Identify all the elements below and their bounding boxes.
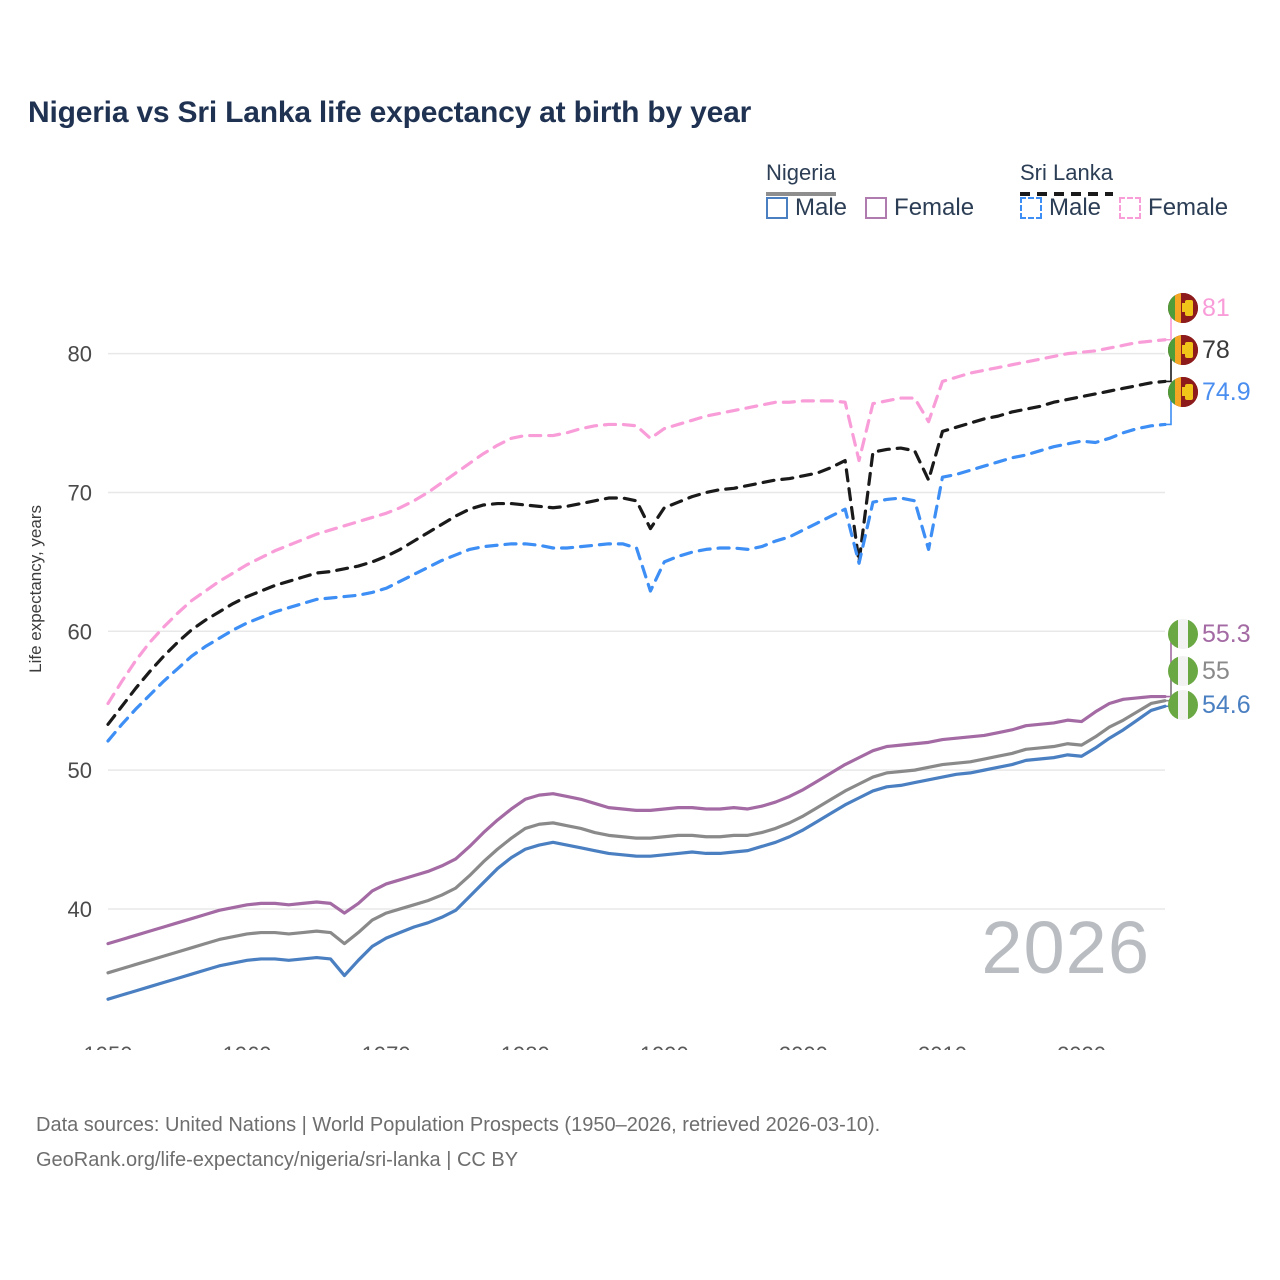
series-line	[106, 699, 1167, 975]
legend-item-sri-lanka-female[interactable]: Female	[1119, 194, 1228, 222]
svg-text:40: 40	[68, 897, 92, 922]
svg-text:1980: 1980	[501, 1042, 550, 1050]
legend-label-nigeria-male: Male	[795, 194, 848, 221]
legend-label-sri-lanka-female: Female	[1148, 194, 1229, 221]
footer-line-sources: Data sources: United Nations | World Pop…	[36, 1114, 881, 1136]
legend-item-nigeria-male[interactable]: Male	[766, 194, 847, 222]
sri-lanka-flag-icon	[1168, 335, 1198, 365]
svg-text:70: 70	[68, 480, 92, 505]
series-end-value: 55	[1202, 656, 1230, 685]
legend-item-sri-lanka-male[interactable]: Male	[1020, 194, 1101, 222]
series-line	[106, 704, 1167, 1001]
legend-label-nigeria-female: Female	[894, 194, 975, 221]
series-end-label: 74.9	[1168, 377, 1251, 407]
legend-country-sri-lanka: Sri Lanka	[1020, 160, 1113, 185]
legend-swatch-icon-nigeria-male	[766, 197, 788, 219]
series-end-value: 54.6	[1202, 690, 1251, 719]
svg-text:2010: 2010	[918, 1042, 967, 1050]
series-end-label: 55.3	[1168, 619, 1251, 649]
series-end-value: 74.9	[1202, 377, 1251, 406]
nigeria-flag-icon	[1168, 690, 1198, 720]
series-line	[106, 422, 1167, 743]
nigeria-flag-icon	[1168, 619, 1198, 649]
series-end-label: 54.6	[1168, 690, 1251, 720]
sri-lanka-flag-icon	[1168, 377, 1198, 407]
svg-text:2020: 2020	[1057, 1042, 1106, 1050]
series-end-value: 78	[1202, 335, 1230, 364]
svg-text:1990: 1990	[640, 1042, 689, 1050]
legend-country-nigeria: Nigeria	[766, 160, 836, 185]
legend-rule-sri-lanka	[1020, 192, 1113, 196]
svg-text:1960: 1960	[223, 1042, 272, 1050]
chart-footer: Data sources: United Nations | World Pop…	[36, 1108, 1236, 1178]
series-end-label: 78	[1168, 335, 1230, 365]
line-chart: 40 50 60 70 80 1950 1960 1970 1980 1990 2000 2010 20…	[68, 307, 1183, 1050]
series-line	[106, 379, 1167, 726]
footer-line-attribution: GeoRank.org/life-expectancy/nigeria/sri-…	[36, 1149, 519, 1171]
legend-group-nigeria: Nigeria Male Female	[766, 160, 974, 221]
page-title: Nigeria vs Sri Lanka life expectancy at …	[28, 96, 752, 129]
legend-swatch-icon-sri-lanka-male	[1020, 197, 1042, 219]
svg-text:50: 50	[68, 758, 92, 783]
series-end-label: 55	[1168, 656, 1230, 686]
chart-legend: Nigeria Male Female Sri Lanka Male Femal…	[758, 160, 1258, 240]
svg-text:80: 80	[68, 342, 92, 367]
legend-swatch-icon-nigeria-female	[865, 197, 888, 219]
series-end-value: 81	[1202, 293, 1230, 322]
series-line	[106, 338, 1167, 706]
legend-swatch-icon-sri-lanka-female	[1119, 197, 1142, 219]
chart-plot-area: 40 50 60 70 80 1950 1960 1970 1980 1990 2000 2010 20…	[0, 250, 1280, 1050]
legend-label-sri-lanka-male: Male	[1049, 194, 1102, 221]
legend-item-nigeria-female[interactable]: Female	[865, 194, 974, 222]
svg-text:60: 60	[68, 619, 92, 644]
series-line	[106, 694, 1167, 946]
series-end-label: 81	[1168, 293, 1230, 323]
svg-text:1950: 1950	[84, 1042, 133, 1050]
legend-group-sri-lanka: Sri Lanka Male Female	[1020, 160, 1228, 221]
sri-lanka-flag-icon	[1168, 293, 1198, 323]
svg-text:2000: 2000	[779, 1042, 828, 1050]
year-watermark: 2026	[981, 906, 1150, 989]
svg-text:1970: 1970	[362, 1042, 411, 1050]
legend-rule-nigeria	[766, 192, 836, 196]
nigeria-flag-icon	[1168, 656, 1198, 686]
series-end-value: 55.3	[1202, 619, 1251, 648]
